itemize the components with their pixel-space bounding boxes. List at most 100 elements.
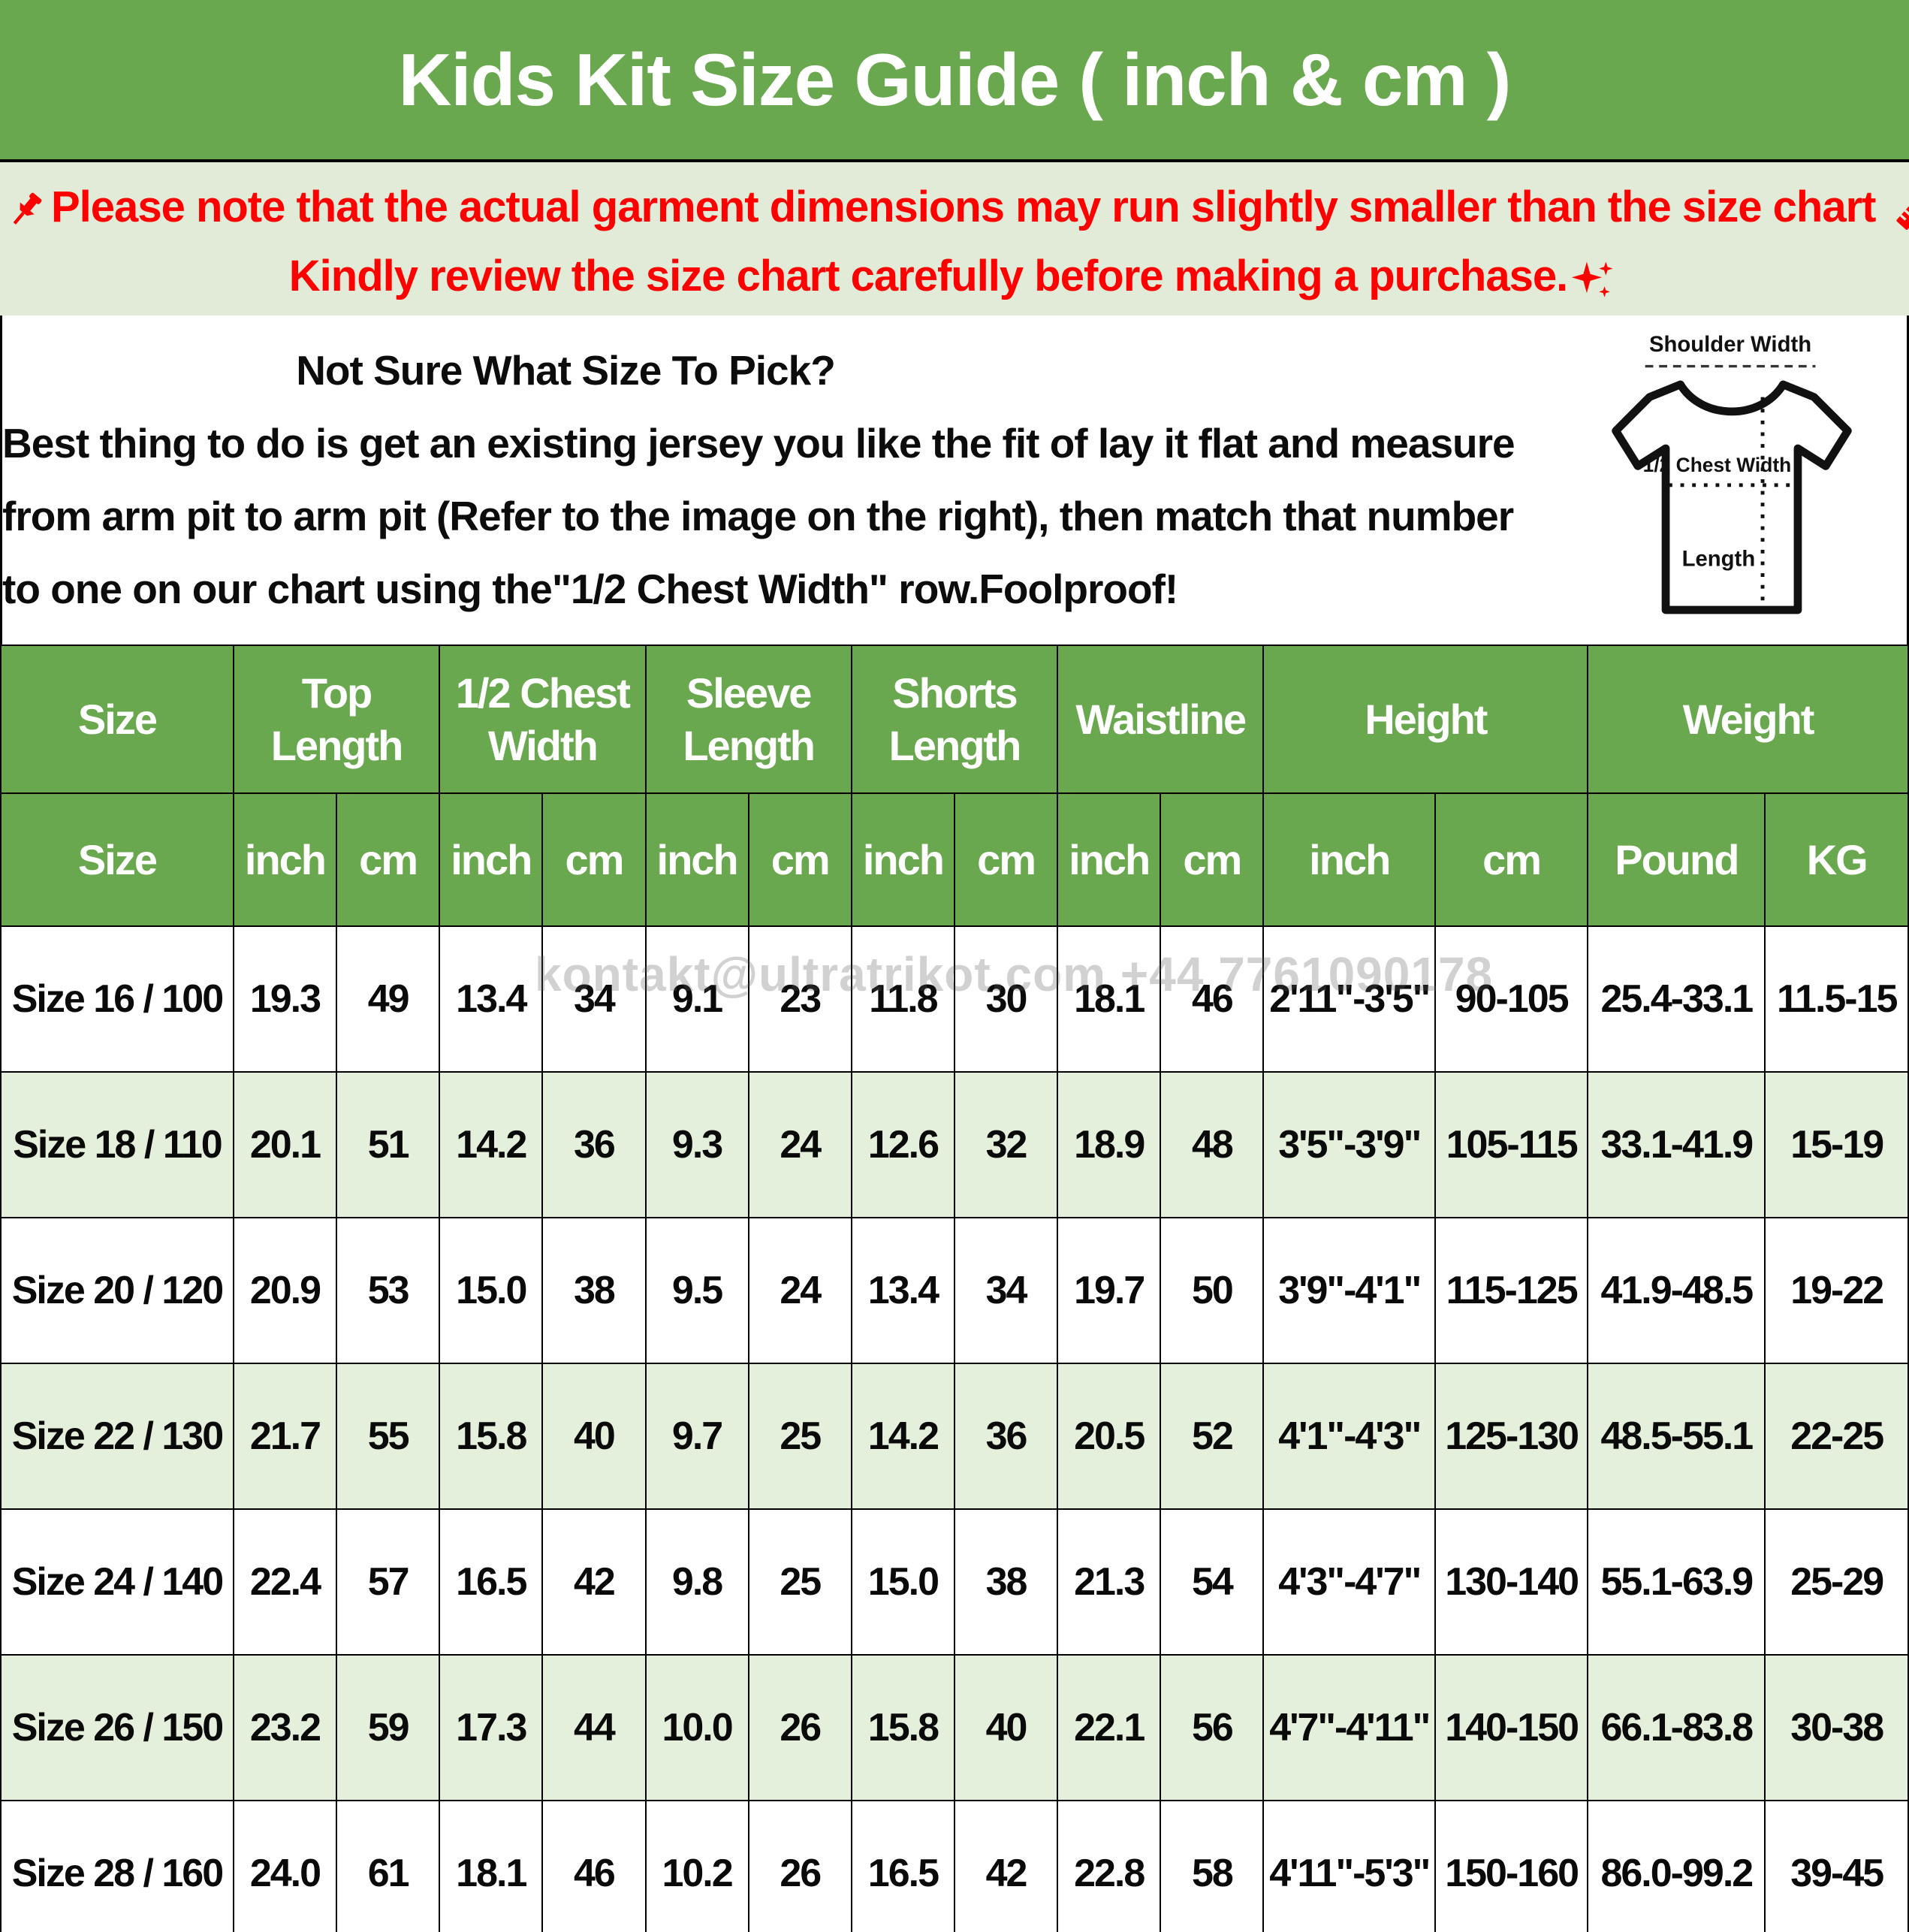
value-cell: 58 (1160, 1800, 1265, 1932)
value-cell: 55.1-63.9 (1587, 1508, 1766, 1656)
value-cell: 23 (747, 925, 852, 1073)
pushpin-icon (13, 192, 42, 225)
column-group-header: Size (0, 645, 234, 794)
value-cell: 38 (541, 1217, 647, 1364)
value-cell: 22.4 (232, 1508, 338, 1656)
value-cell: 22.8 (1057, 1800, 1162, 1932)
length-label: Length (1682, 546, 1756, 571)
value-cell: 20.5 (1057, 1363, 1162, 1510)
value-cell: 41.9-48.5 (1587, 1217, 1766, 1364)
value-cell: 36 (541, 1071, 647, 1218)
value-cell: 44 (541, 1654, 647, 1801)
value-cell: 9.5 (644, 1217, 749, 1364)
value-cell: 46 (1160, 925, 1265, 1073)
value-cell: 115-125 (1434, 1217, 1589, 1364)
value-cell: 13.4 (850, 1217, 955, 1364)
column-group-header: 1/2 Chest Width (439, 645, 647, 794)
value-cell: 15-19 (1764, 1071, 1909, 1218)
value-cell: 17.3 (439, 1654, 544, 1801)
value-cell: 57 (336, 1508, 441, 1656)
column-unit-header: cm (1434, 792, 1589, 927)
page-title: Kids Kit Size Guide ( inch & cm ) (398, 38, 1512, 121)
value-cell: 46 (541, 1800, 647, 1932)
column-unit-header: Pound (1587, 792, 1766, 927)
value-cell: 50 (1160, 1217, 1265, 1364)
value-cell: 18.1 (439, 1800, 544, 1932)
sizing-help-section: Not Sure What Size To Pick? Best thing t… (0, 315, 1909, 645)
value-cell: 26 (747, 1654, 852, 1801)
sizing-help-line-4: to one on our chart using the"1/2 Chest … (2, 566, 1178, 612)
column-group-header: Shorts Length (850, 645, 1059, 794)
sizing-help-line-3: from arm pit to arm pit (Refer to the im… (2, 493, 1514, 539)
value-cell: 55 (336, 1363, 441, 1510)
value-cell: 51 (336, 1071, 441, 1218)
value-cell: 38 (953, 1508, 1059, 1656)
value-cell: 24.0 (232, 1800, 338, 1932)
table-row: Size 18 / 110 20.1 51 14.2 36 9.3 24 12.6 32 18.9… (0, 1071, 1909, 1218)
size-cell: Size 20 / 120 (0, 1217, 234, 1364)
value-cell: 25.4-33.1 (1587, 925, 1766, 1073)
value-cell: 61 (336, 1800, 441, 1932)
column-group-header: Top Length (232, 645, 441, 794)
notice-line-2: Kindly review the size chart carefully b… (0, 242, 1909, 311)
value-cell: 30-38 (1764, 1654, 1909, 1801)
value-cell: 14.2 (850, 1363, 955, 1510)
column-group-header: Sleeve Length (644, 645, 852, 794)
table-unit-header-row: Size inch cm inch cm inch cm inch cm inch cm inch cm… (0, 792, 1909, 927)
value-cell: 14.2 (439, 1071, 544, 1218)
value-cell: 34 (953, 1217, 1059, 1364)
value-cell: 15.0 (850, 1508, 955, 1656)
value-cell: 48 (1160, 1071, 1265, 1218)
value-cell: 90-105 (1434, 925, 1589, 1073)
value-cell: 4'1"-4'3" (1262, 1363, 1437, 1510)
sizing-help-text: Not Sure What Size To Pick? Best thing t… (2, 334, 1515, 626)
table-row: Size 20 / 120 20.9 53 15.0 38 9.5 24 13.4 34 19.7… (0, 1217, 1909, 1364)
value-cell: 22-25 (1764, 1363, 1909, 1510)
value-cell: 53 (336, 1217, 441, 1364)
table-body: Size 16 / 100 19.3 49 13.4 34 9.1 23 11.8 30 18.1… (0, 925, 1909, 1932)
value-cell: 10.2 (644, 1800, 749, 1932)
table-row: Size 22 / 130 21.7 55 15.8 40 9.7 25 14.2 36 20.5… (0, 1363, 1909, 1510)
value-cell: 26 (747, 1800, 852, 1932)
value-cell: 140-150 (1434, 1654, 1589, 1801)
column-unit-header: inch (1262, 792, 1437, 927)
value-cell: 56 (1160, 1654, 1265, 1801)
value-cell: 66.1-83.8 (1587, 1654, 1766, 1801)
value-cell: 12.6 (850, 1071, 955, 1218)
column-group-header: Waistline (1057, 645, 1265, 794)
value-cell: 33.1-41.9 (1587, 1071, 1766, 1218)
value-cell: 13.4 (439, 925, 544, 1073)
value-cell: 18.1 (1057, 925, 1162, 1073)
value-cell: 19.3 (232, 925, 338, 1073)
notice-line-1: Please note that the actual garment dime… (0, 173, 1909, 242)
value-cell: 4'11"-5'3" (1262, 1800, 1437, 1932)
value-cell: 42 (541, 1508, 647, 1656)
value-cell: 130-140 (1434, 1508, 1589, 1656)
notice-text-1: Please note that the actual garment dime… (51, 183, 1876, 231)
notice-banner: Please note that the actual garment dime… (0, 162, 1909, 315)
value-cell: 48.5-55.1 (1587, 1363, 1766, 1510)
value-cell: 30 (953, 925, 1059, 1073)
column-unit-header: Size (0, 792, 234, 927)
sizing-help-line-2: Best thing to do is get an existing jers… (2, 420, 1515, 466)
column-unit-header: cm (747, 792, 852, 927)
value-cell: 105-115 (1434, 1071, 1589, 1218)
chest-width-label: 1/2 Chest Width (1643, 454, 1792, 476)
value-cell: 40 (541, 1363, 647, 1510)
value-cell: 15.8 (850, 1654, 955, 1801)
value-cell: 9.7 (644, 1363, 749, 1510)
value-cell: 59 (336, 1654, 441, 1801)
size-cell: Size 24 / 140 (0, 1508, 234, 1656)
size-table: Size Top Length 1/2 Chest Width Sleeve Leng… (0, 645, 1909, 1932)
value-cell: 125-130 (1434, 1363, 1589, 1510)
value-cell: 20.1 (232, 1071, 338, 1218)
tshirt-diagram: Shoulder Width 1/2 Chest Width Length (1570, 320, 1893, 640)
column-unit-header: inch (644, 792, 749, 927)
column-unit-header: KG (1764, 792, 1909, 927)
value-cell: 16.5 (850, 1800, 955, 1932)
value-cell: 34 (541, 925, 647, 1073)
value-cell: 54 (1160, 1508, 1265, 1656)
value-cell: 25 (747, 1508, 852, 1656)
value-cell: 3'5"-3'9" (1262, 1071, 1437, 1218)
